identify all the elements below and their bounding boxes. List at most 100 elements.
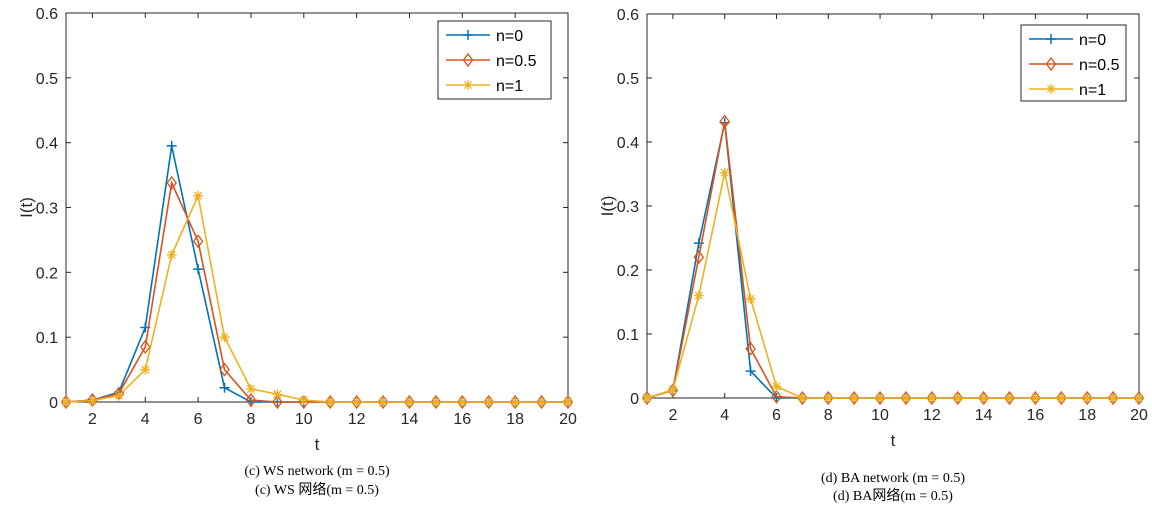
data-point (510, 397, 521, 407)
data-point (219, 382, 230, 393)
data-point (272, 394, 283, 410)
caption-en: (d) BA network (m = 0.5) (821, 471, 965, 486)
legend-label: n=1 (496, 78, 523, 95)
data-point (849, 393, 860, 403)
data-point (219, 362, 230, 377)
data-point (900, 390, 912, 406)
chart-panel-1: 2 4 6 8 10 12 14 16 18 20 0 0.1 0.2 0.3 0.4 0.5 0.6 t I(t)… (598, 7, 1148, 504)
data-point (351, 397, 362, 407)
x-tick-label: 8 (246, 411, 255, 428)
y-axis-label: I(t) (17, 197, 36, 218)
data-point (1134, 393, 1144, 403)
data-point (745, 366, 756, 377)
y-tick-label: 0.2 (36, 265, 58, 282)
data-point (667, 383, 679, 398)
data-point (1107, 390, 1119, 406)
legend-label: n=0 (496, 28, 523, 45)
data-point (874, 390, 886, 406)
data-point (245, 384, 256, 395)
data-point (562, 394, 574, 410)
x-tick-label: 20 (559, 411, 577, 428)
x-tick-label: 4 (720, 407, 729, 424)
series-line (65, 193, 568, 403)
y-tick-label: 0 (49, 395, 58, 412)
data-point (61, 397, 71, 407)
y-tick-label: 0.4 (36, 136, 58, 153)
data-point (192, 234, 204, 249)
y-tick-label: 0.2 (617, 263, 639, 280)
data-point (324, 394, 336, 410)
caption-zh: (d) BA网络(m = 0.5) (833, 488, 953, 504)
x-tick-label: 14 (975, 407, 993, 424)
legend: n=0 n=0.5 n=1 (1020, 24, 1127, 102)
data-point (166, 175, 177, 190)
x-tick-label: 6 (772, 407, 781, 424)
data-point (719, 167, 730, 178)
data-point (1081, 390, 1093, 406)
legend-marker (463, 30, 473, 40)
data-point (245, 392, 257, 408)
y-tick-label: 0.5 (36, 71, 58, 88)
data-point (272, 389, 283, 400)
data-point (1133, 390, 1145, 406)
data-point (509, 394, 521, 410)
series-line (646, 172, 1139, 399)
data-point (563, 397, 573, 407)
data-point (952, 390, 964, 406)
data-point (978, 390, 989, 406)
legend: n=0 n=0.5 n=1 (437, 20, 552, 100)
data-point (848, 390, 860, 406)
data-point (1004, 390, 1015, 406)
data-point (642, 393, 652, 403)
chart-panel-0: 2 4 6 8 10 12 14 16 18 20 0 0.1 0.2 0.3 0.4 0.5 0.6 t I(t)… (17, 6, 577, 498)
y-axis-label: I(t) (598, 196, 617, 217)
data-point (926, 393, 937, 403)
data-point (745, 293, 756, 304)
series-line (65, 145, 568, 403)
data-point (952, 393, 963, 403)
data-point (823, 393, 834, 403)
data-point (139, 339, 151, 354)
data-point (1004, 393, 1015, 403)
data-point (926, 390, 938, 406)
series-n=0.5 (60, 175, 574, 410)
legend-marker (1045, 56, 1057, 72)
data-point (193, 264, 204, 275)
data-point (404, 394, 415, 410)
data-point (219, 332, 230, 343)
data-point (693, 250, 705, 265)
y-tick-label: 0.6 (36, 6, 58, 23)
x-tick-label: 14 (401, 411, 419, 428)
data-point (771, 381, 782, 392)
data-point (875, 393, 886, 403)
data-point (298, 395, 309, 406)
y-tick-label: 0.3 (617, 199, 639, 216)
x-tick-label: 12 (923, 407, 941, 424)
x-tick-label: 10 (295, 411, 313, 428)
y-tick-label: 0.3 (36, 201, 58, 218)
data-point (1030, 393, 1041, 403)
x-tick-label: 8 (824, 407, 833, 424)
x-tick-label: 2 (88, 411, 97, 428)
data-point (1056, 393, 1067, 403)
series-line (646, 122, 1139, 399)
data-point (536, 397, 547, 407)
y-tick-label: 0.4 (617, 135, 639, 152)
x-tick-label: 4 (141, 411, 150, 428)
data-point (900, 393, 911, 403)
x-tick-label: 18 (506, 411, 524, 428)
data-point (404, 397, 415, 407)
data-point (113, 390, 124, 401)
series-n=0.5 (641, 114, 1145, 406)
data-point (166, 140, 177, 151)
y-tick-label: 0.1 (617, 327, 639, 344)
legend-label: n=0.5 (496, 53, 537, 70)
legend-label: n=0.5 (1079, 57, 1120, 74)
y-tick-label: 0.6 (617, 7, 639, 24)
data-point (719, 114, 730, 129)
data-point (193, 190, 204, 201)
x-tick-label: 6 (194, 411, 203, 428)
data-point (641, 390, 653, 406)
legend-marker (1046, 84, 1056, 94)
